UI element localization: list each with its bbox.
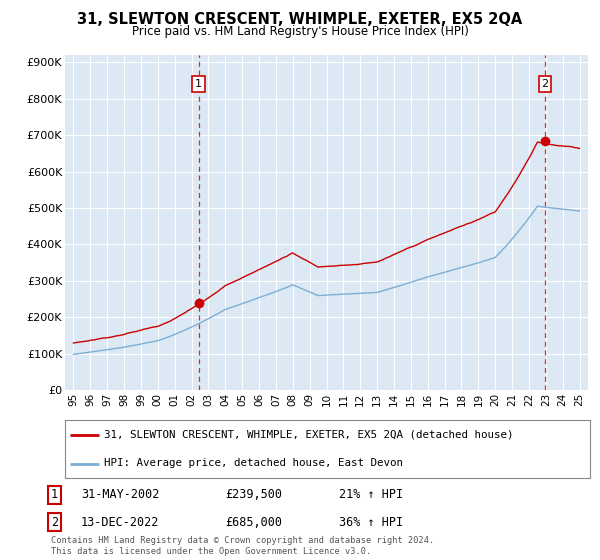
Text: 1: 1 [51, 488, 58, 502]
Text: 1: 1 [195, 79, 202, 89]
Text: £239,500: £239,500 [225, 488, 282, 502]
Text: 31, SLEWTON CRESCENT, WHIMPLE, EXETER, EX5 2QA (detached house): 31, SLEWTON CRESCENT, WHIMPLE, EXETER, E… [104, 430, 514, 440]
Text: 31, SLEWTON CRESCENT, WHIMPLE, EXETER, EX5 2QA: 31, SLEWTON CRESCENT, WHIMPLE, EXETER, E… [77, 12, 523, 27]
Text: £685,000: £685,000 [225, 516, 282, 529]
Text: 2: 2 [51, 516, 58, 529]
Text: 36% ↑ HPI: 36% ↑ HPI [339, 516, 403, 529]
Text: Price paid vs. HM Land Registry's House Price Index (HPI): Price paid vs. HM Land Registry's House … [131, 25, 469, 38]
Text: 13-DEC-2022: 13-DEC-2022 [81, 516, 160, 529]
Text: Contains HM Land Registry data © Crown copyright and database right 2024.
This d: Contains HM Land Registry data © Crown c… [51, 536, 434, 556]
Text: HPI: Average price, detached house, East Devon: HPI: Average price, detached house, East… [104, 459, 403, 469]
Text: 21% ↑ HPI: 21% ↑ HPI [339, 488, 403, 502]
Text: 31-MAY-2002: 31-MAY-2002 [81, 488, 160, 502]
Text: 2: 2 [541, 79, 548, 89]
